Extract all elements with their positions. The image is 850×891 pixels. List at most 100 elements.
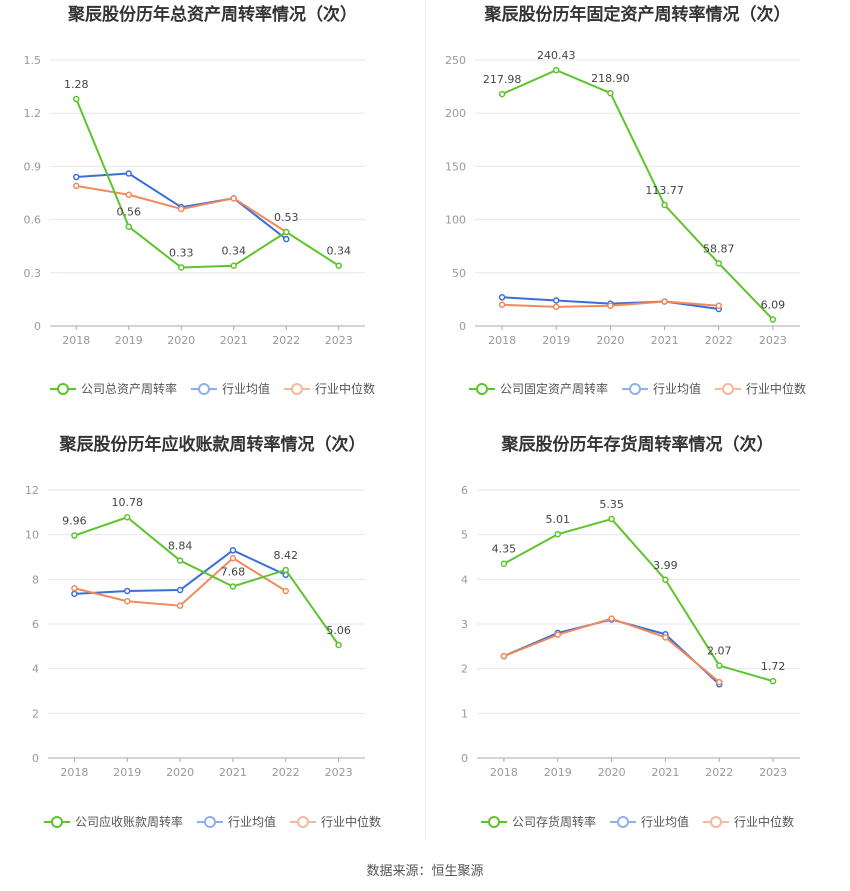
legend-item-company[interactable]: 公司总资产周转率 [49, 380, 177, 397]
industry-median-series-point [498, 301, 506, 308]
chart-title: 聚辰股份历年存货周转率情况（次） [501, 435, 774, 455]
industry-avg-series-point [125, 170, 132, 177]
legend-item-industry-median[interactable]: 行业中位数 [703, 813, 794, 830]
industry-avg-series-point [498, 294, 506, 301]
company-series-line [74, 516, 340, 646]
legend-marker-industry-avg [190, 382, 217, 395]
chart-legend: 公司固定资产周转率 行业均值 行业中位数 [425, 380, 850, 397]
y-tick-label: 1.2 [24, 107, 42, 120]
industry-median-series-point [554, 631, 561, 638]
data-label: 4.35 [492, 543, 517, 556]
company-series-point [715, 260, 722, 267]
legend-label: 行业均值 [227, 815, 276, 829]
data-label: 8.42 [274, 549, 299, 562]
chart-legend: 公司总资产周转率 行业均值 行业中位数 [0, 380, 425, 397]
company-series-point [335, 262, 342, 269]
industry-avg-series-point [283, 235, 290, 243]
x-tick-label: 2020 [598, 766, 626, 779]
company-series-line [75, 98, 340, 269]
legend-marker-industry-avg [621, 382, 648, 395]
x-tick-label: 2019 [544, 766, 572, 779]
x-tick-label: 2022 [272, 334, 300, 347]
industry-avg-series-point [73, 173, 80, 181]
x-tick-label: 2023 [759, 766, 787, 779]
y-tick-label: 10 [25, 529, 39, 542]
legend-marker-company [43, 815, 70, 828]
y-tick-label: 100 [445, 214, 466, 227]
y-tick-label: 0.6 [24, 214, 42, 227]
y-tick-label: 1.5 [24, 54, 42, 67]
data-label: 0.34 [327, 245, 352, 258]
data-label: 5.35 [599, 498, 624, 511]
chart-plot: 0 50 100 150 200 250 2018 2019 2020 2021 2022 2023 2… [445, 49, 800, 347]
data-label: 1.72 [761, 660, 786, 673]
panel-divider [425, 0, 426, 840]
x-tick-label: 2023 [325, 766, 353, 779]
x-tick-label: 2019 [115, 334, 143, 347]
industry-median-series-line [74, 557, 287, 607]
legend-marker-company [49, 382, 76, 395]
x-tick-label: 2022 [705, 766, 733, 779]
data-source-footer: 数据来源：恒生聚源 [366, 864, 484, 879]
legend-marker-company [468, 382, 495, 395]
legend-item-company[interactable]: 公司固定资产周转率 [468, 380, 608, 397]
company-series-point [71, 532, 78, 539]
x-tick-label: 2018 [490, 766, 518, 779]
legend-item-industry-avg[interactable]: 行业均值 [190, 380, 270, 397]
industry-avg-series-point [553, 297, 560, 304]
legend-item-industry-median[interactable]: 行业中位数 [715, 380, 806, 397]
industry-median-series-point [500, 652, 508, 660]
x-tick-label: 2022 [705, 334, 733, 347]
y-tick-label: 150 [445, 160, 466, 173]
legend-label: 行业均值 [221, 382, 270, 396]
company-series-point [283, 228, 290, 236]
industry-median-series-line [503, 617, 720, 683]
legend-item-industry-avg[interactable]: 行业均值 [609, 813, 689, 830]
legend-label: 公司应收账款周转率 [74, 815, 183, 829]
legend-marker-industry-median [703, 815, 729, 828]
x-tick-label: 2023 [759, 334, 787, 347]
legend-item-company[interactable]: 公司存货周转率 [480, 813, 596, 830]
company-series-point [769, 677, 777, 685]
legend-item-industry-avg[interactable]: 行业均值 [621, 380, 701, 397]
legend-label: 行业中位数 [315, 382, 376, 396]
legend-marker-industry-median [715, 382, 741, 395]
industry-median-series-point [715, 302, 722, 310]
x-tick-label: 2019 [113, 766, 141, 779]
x-tick-label: 2021 [220, 334, 248, 347]
data-label: 0.56 [117, 206, 142, 219]
legend-marker-industry-avg [609, 815, 636, 828]
industry-median-series-point [229, 554, 237, 562]
legend-marker-company [480, 815, 507, 828]
x-tick-label: 2020 [596, 334, 624, 347]
x-tick-label: 2019 [542, 334, 570, 347]
x-tick-label: 2020 [166, 766, 194, 779]
legend-item-industry-median[interactable]: 行业中位数 [284, 380, 375, 397]
y-tick-label: 0 [459, 320, 466, 333]
y-tick-label: 4 [32, 663, 39, 676]
y-tick-label: 12 [25, 484, 39, 497]
y-tick-label: 200 [445, 107, 466, 120]
company-series-line [503, 518, 774, 683]
x-tick-label: 2018 [62, 334, 90, 347]
company-series-point [124, 513, 131, 521]
x-tick-label: 2021 [651, 334, 679, 347]
industry-median-series-point [71, 585, 78, 592]
industry-avg-series-point [71, 590, 78, 598]
company-series-point [769, 316, 777, 323]
legend-item-company[interactable]: 公司应收账款周转率 [43, 813, 183, 830]
x-tick-label: 2022 [272, 766, 300, 779]
industry-avg-series-point [176, 586, 184, 594]
legend-item-industry-median[interactable]: 行业中位数 [290, 813, 381, 830]
data-label: 10.78 [112, 496, 144, 509]
industry-median-series-point [282, 587, 289, 595]
company-series-point [335, 641, 342, 649]
x-tick-label: 2021 [219, 766, 247, 779]
chart-plot: 0 0.3 0.6 0.9 1.2 1.5 2018 2019 2020 2021 2022 2023… [24, 54, 365, 347]
data-label: 0.33 [169, 246, 194, 259]
x-tick-label: 2021 [651, 766, 679, 779]
legend-item-industry-avg[interactable]: 行业均值 [196, 813, 276, 830]
industry-median-series-point [178, 205, 185, 213]
industry-median-series-point [607, 302, 614, 310]
chart-title: 聚辰股份历年固定资产周转率情况（次） [484, 5, 791, 25]
